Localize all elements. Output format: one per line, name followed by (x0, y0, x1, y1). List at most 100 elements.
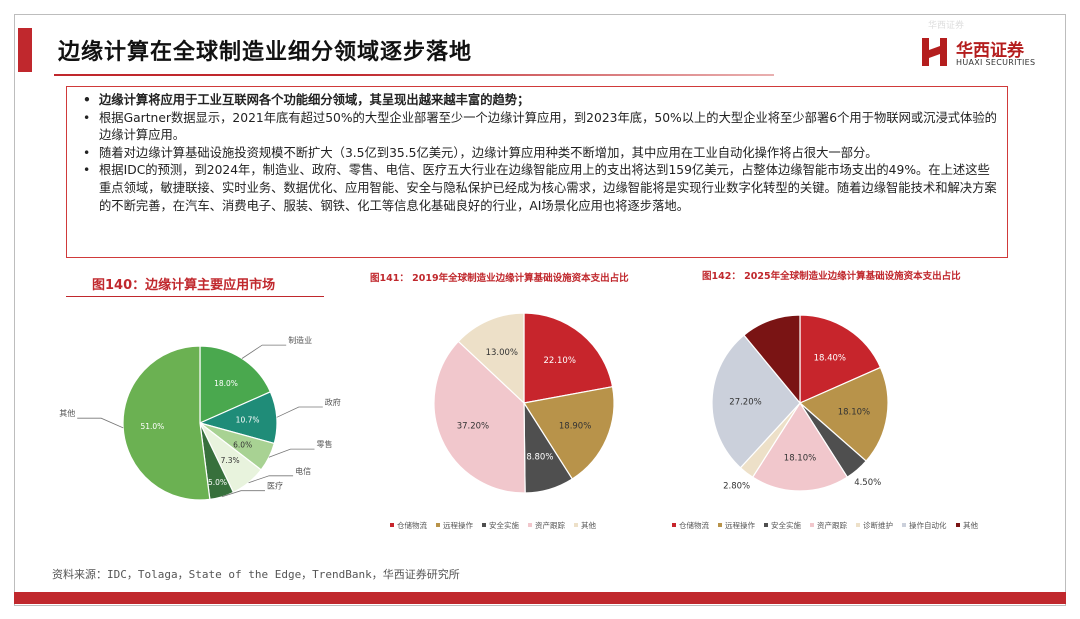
pie-slice-2 (798, 366, 889, 462)
callout-line (241, 344, 287, 359)
figure-140-title-rule (66, 296, 324, 297)
legend-label: 仓储物流 (679, 520, 709, 530)
legend-label: 安全实施 (771, 520, 801, 530)
pie-slice-label: 18.0% (214, 379, 238, 388)
legend-item: 诊断维护 (856, 520, 893, 530)
legend-swatch (436, 523, 440, 527)
legend-label: 其他 (963, 520, 978, 530)
legend-item: 仓储物流 (390, 520, 427, 530)
bullet-item: • 随着对边缘计算基础设施投资规模不断扩大（3.5亿到35.5亿美元），边缘计算应… (83, 145, 878, 160)
callout-line (276, 406, 323, 418)
bullet-text: 随着对边缘计算基础设施投资规模不断扩大（3.5亿到35.5亿美元），边缘计算应用… (99, 145, 878, 160)
legend-label: 远程操作 (443, 520, 473, 530)
legend-label: 安全实施 (489, 520, 519, 530)
pie-slice-label: 2.80% (723, 481, 750, 491)
pie-slice-label: 37.20% (457, 422, 489, 432)
legend-item: 仓储物流 (672, 520, 709, 530)
pie-slice-label: 8.80% (526, 453, 553, 463)
legend-item: 远程操作 (436, 520, 473, 530)
legend-item: 安全实施 (764, 520, 801, 530)
pie-slice-label: 6.0% (233, 440, 252, 449)
pie-slice-1 (523, 312, 614, 404)
huaxi-logo-icon (922, 38, 947, 66)
pie-category-label: 电信 (295, 466, 311, 476)
legend-item: 远程操作 (718, 520, 755, 530)
callout-line (248, 475, 294, 484)
callout-line (268, 448, 315, 458)
pie-slice-7 (743, 314, 801, 405)
pie-slice-6 (122, 345, 211, 501)
legend-swatch (956, 523, 960, 527)
legend-swatch (574, 523, 578, 527)
bullet-list: • 边缘计算将应用于工业互联网各个功能细分领域，其呈现出越来越丰富的趋势； • 根据… (79, 92, 997, 215)
legend-swatch (528, 523, 532, 527)
title-underline (54, 74, 774, 76)
bullet-text: 边缘计算将应用于工业互联网各个功能细分领域，其呈现出越来越丰富的趋势； (99, 93, 530, 107)
pie-category-label: 其他 (59, 408, 75, 418)
pie-slice-label: 10.7% (236, 416, 260, 425)
pie-slice-label: 4.50% (854, 478, 881, 488)
bullet-text: 根据Gartner数据显示，2021年底有超过50%的大型企业部署至少一个边缘计… (99, 110, 997, 143)
footer-bar (14, 592, 1066, 604)
legend-label: 其他 (581, 520, 596, 530)
legend-swatch (902, 523, 906, 527)
pie-slice-label: 5.0% (208, 478, 227, 487)
legend-swatch (856, 523, 860, 527)
bullet-item: • 根据IDC的预测，到2024年，制造业、政府、零售、电信、医疗五大行业在边缘智… (83, 163, 997, 213)
legend-item: 安全实施 (482, 520, 519, 530)
legend-label: 资产跟踪 (817, 520, 847, 530)
pie-slice-label: 18.90% (559, 421, 591, 431)
pie-slice-label: 18.40% (814, 353, 846, 363)
pie-slice-label: 27.20% (729, 398, 761, 408)
callout-line (77, 417, 124, 429)
page-title: 边缘计算在全球制造业细分领域逐步落地 (58, 40, 473, 65)
pie-slice-2 (523, 385, 615, 480)
key-points-box: • 边缘计算将应用于工业互联网各个功能细分领域，其呈现出越来越丰富的趋势； • 根据… (66, 86, 1008, 258)
bullet-text: 根据IDC的预测，到2024年，制造业、政府、零售、电信、医疗五大行业在边缘智能… (99, 163, 997, 213)
figure-142-title: 图142： 2025年全球制造业边缘计算基础设施资本支出占比 (702, 271, 961, 282)
source-note: 资料来源：IDC，Tolaga，State of the Edge，TrendB… (52, 568, 460, 581)
pie-slice-label: 18.10% (784, 454, 816, 464)
legend-item: 资产跟踪 (810, 520, 847, 530)
pie-slice-label: 22.10% (543, 356, 575, 366)
legend-item: 其他 (574, 520, 596, 530)
figure-141-title: 图141： 2019年全球制造业边缘计算基础设施资本支出占比 (370, 273, 629, 284)
pie-slice-4 (751, 401, 849, 492)
callout-line (221, 490, 265, 498)
legend-item: 操作自动化 (902, 520, 947, 530)
pie-slice-label: 18.10% (838, 407, 870, 417)
pie-slice-4 (433, 340, 526, 494)
legend-label: 资产跟踪 (535, 520, 565, 530)
pie-category-label: 政府 (325, 397, 341, 407)
pie-slice-1 (199, 345, 272, 424)
pie-category-label: 医疗 (267, 481, 283, 491)
bullet-item: • 根据Gartner数据显示，2021年底有超过50%的大型企业部署至少一个边缘… (83, 110, 997, 143)
legend-label: 诊断维护 (863, 520, 893, 530)
legend-label: 远程操作 (725, 520, 755, 530)
brand-logo: 华西证券 HUAXI SECURITIES (920, 34, 1050, 74)
slide (14, 14, 1066, 606)
pie-category-label: 制造业 (288, 335, 312, 345)
pie-slice-6 (711, 334, 801, 469)
bullet-item: • 边缘计算将应用于工业互联网各个功能细分领域，其呈现出越来越丰富的趋势； (83, 93, 530, 107)
legend-swatch (672, 523, 676, 527)
legend-swatch (482, 523, 486, 527)
legend-label: 仓储物流 (397, 520, 427, 530)
pie-slice-label: 7.3% (221, 456, 240, 465)
figure-140-title: 图140：边缘计算主要应用市场 (92, 278, 276, 293)
pie-chart-2025-capex: 18.40% 18.10% 4.50% 18.10% 2.80% 27.20% 仓储物流 远程… (672, 314, 978, 530)
pie-slice-1 (799, 314, 882, 404)
title-accent-mark (18, 28, 32, 72)
legend-item: 其他 (956, 520, 978, 530)
pie-category-label: 零售 (317, 439, 333, 449)
pie-slice-label: 51.0% (140, 422, 164, 431)
pie-slice-5 (457, 312, 525, 405)
pie-chart-application-markets: 18.0% 制造业 10.7% 政府 6.0% 零售 7.3% 电信 5.0% 医疗 51.0% 其他 (59, 335, 341, 501)
pie-slice-label: 13.00% (486, 348, 518, 358)
watermark-text: 华西证券 (928, 21, 965, 31)
logo-cn-text: 华西证券 (956, 41, 1024, 61)
pie-chart-2019-capex: 22.10% 18.90% 8.80% 37.20% 13.00% 仓储物流 远程操作 安全实… (390, 312, 615, 530)
logo-en-text: HUAXI SECURITIES (956, 58, 1036, 67)
legend-swatch (390, 523, 394, 527)
legend-label: 操作自动化 (909, 520, 947, 530)
